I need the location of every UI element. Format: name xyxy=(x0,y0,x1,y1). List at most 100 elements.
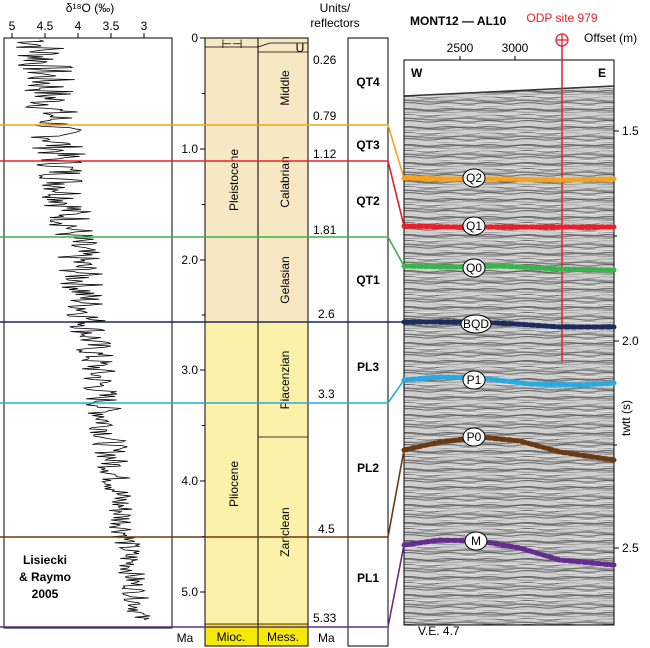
stage-mess-fill xyxy=(258,624,308,646)
reflector-q0-label: Q0 xyxy=(466,261,482,275)
east-label: E xyxy=(598,66,606,80)
seismic-panel: MONT12 — AL10 ODP site 979 2500 3000 Off… xyxy=(403,11,639,638)
age-ticks: 0 1.0 2.0 3.0 4.0 5.0 xyxy=(181,31,205,599)
stage-piacenzian-label: Piacenzian xyxy=(278,351,292,410)
reflector-q2-badge xyxy=(462,168,486,188)
offset-tick-2500: 2500 xyxy=(447,41,474,55)
credit-line-2: & Raymo xyxy=(19,570,71,584)
reflector-p1-line xyxy=(401,374,617,388)
seismic-title: MONT12 — AL10 xyxy=(410,14,507,28)
reflector-p0-label: P0 xyxy=(467,430,482,444)
holocene-bracket-icon: ⊢⊣ xyxy=(222,37,243,51)
isotope-tick-label: 3 xyxy=(141,19,148,33)
correlation-line-p0 xyxy=(0,449,405,538)
isotope-tick-label: 4.5 xyxy=(37,19,54,33)
epoch-miocene-fill xyxy=(205,624,258,646)
reflector-q2-label: Q2 xyxy=(466,171,482,185)
age-labels: 0.26 0.79 1.12 1.81 2.6 3.3 4.5 5.33 Ma xyxy=(313,53,337,645)
age-tick-label: 3.0 xyxy=(181,363,198,377)
seafloor-line xyxy=(403,85,615,97)
unit-qt4: QT4 xyxy=(356,75,380,89)
isotope-tick-label: 5 xyxy=(9,19,16,33)
correlation-line-q2 xyxy=(0,124,405,179)
stage-zanclean-label: Zanclean xyxy=(278,507,292,556)
isotope-bottom-ma: Ma xyxy=(177,631,194,645)
reflector-q2-line xyxy=(401,175,617,183)
age-label-3.3: 3.3 xyxy=(318,387,335,401)
isotope-curve xyxy=(16,39,151,620)
stage-middle-label: Middle xyxy=(278,70,292,106)
isotope-ticks: 5 4.5 4 3.5 3 xyxy=(9,19,148,38)
isotope-axis-title: δ¹⁸O (‰) xyxy=(66,1,114,15)
unit-qt1: QT1 xyxy=(356,273,380,287)
age-tick-label: 5.0 xyxy=(181,585,198,599)
upper-stage-mark: U xyxy=(296,41,305,55)
reflector-p0-badge xyxy=(462,427,486,447)
epoch-miocene-label: Mioc. xyxy=(217,630,246,644)
credit-line-3: 2005 xyxy=(32,587,59,601)
odp-site-icon xyxy=(555,33,569,47)
units-header-line-1: Units/ xyxy=(320,1,351,15)
reflector-q1-line xyxy=(401,223,617,230)
epoch-pliocene-label: Pliocene xyxy=(227,461,241,507)
unit-qt2: QT2 xyxy=(356,194,380,208)
epoch-pliocene-fill xyxy=(205,322,258,624)
units-header-line-2: reflectors xyxy=(310,16,359,30)
reflector-bqd-label: BQD xyxy=(463,317,489,331)
unit-pl3: PL3 xyxy=(357,360,379,374)
chrono-frame xyxy=(204,37,309,647)
reflector-horizons: Q2 Q1 Q0 BQD P1 P0 M xyxy=(401,168,617,568)
correlation-line-m xyxy=(0,544,405,628)
age-label-1.12: 1.12 xyxy=(313,147,337,161)
units-frame xyxy=(347,37,389,647)
chrono-panel: ⊢⊣ U Pleistocene Pliocene Mioc. Middle C… xyxy=(204,37,309,647)
isotope-panel: δ¹⁸O (‰) 5 4.5 4 3.5 3 Lisiecki & Raymo 2005… xyxy=(3,1,194,645)
west-label: W xyxy=(411,66,423,80)
reflector-q0-line xyxy=(401,263,617,273)
reflector-q1-badge xyxy=(462,216,486,236)
age-label-4.5: 4.5 xyxy=(318,522,335,536)
reflector-p1-badge xyxy=(462,370,486,390)
age-tick-label: 1.0 xyxy=(181,142,198,156)
offset-label: Offset (m) xyxy=(584,31,637,45)
twt-tick-label: 2.0 xyxy=(622,334,639,348)
isotope-tick-label: 4 xyxy=(75,19,82,33)
age-label-2.6: 2.6 xyxy=(318,307,335,321)
epoch-pleistocene-label: Pleistocene xyxy=(227,149,241,211)
seismic-frame xyxy=(403,59,615,626)
isotope-tick-label: 3.5 xyxy=(103,19,120,33)
correlation-line-q1 xyxy=(0,160,405,227)
unit-qt3: QT3 xyxy=(356,138,380,152)
stage-mess-label: Mess. xyxy=(267,630,299,644)
ve-label: V.E. 4.7 xyxy=(418,624,460,638)
reflector-q0-badge xyxy=(462,258,486,278)
reflector-p1-label: P1 xyxy=(467,373,482,387)
age-label-1.81: 1.81 xyxy=(313,223,337,237)
reflector-bqd-badge xyxy=(460,314,492,334)
reflector-p0-line xyxy=(401,434,617,463)
units-panel: Units/ reflectors QT4 QT3 QT2 QT1 PL3 PL… xyxy=(310,1,389,647)
twt-ticks: 1.5 2.0 2.5 xyxy=(614,124,639,555)
offset-tick-3000: 3000 xyxy=(502,41,529,55)
correlation-lines xyxy=(0,124,405,628)
stage-pliocene-fill xyxy=(258,322,308,624)
isotope-credit: Lisiecki & Raymo 2005 xyxy=(19,553,71,601)
reflector-m-label: M xyxy=(471,534,481,548)
reflector-bqd-line xyxy=(401,319,617,330)
stage-gelasian-label: Gelasian xyxy=(278,256,292,303)
twt-label: twtt (s) xyxy=(619,400,633,436)
age-bottom-ma: Ma xyxy=(318,631,335,645)
odp-site-label: ODP site 979 xyxy=(526,11,597,25)
stage-calabrian-label: Calabrian xyxy=(278,156,292,207)
reflector-m-line xyxy=(401,537,617,568)
credit-line-1: Lisiecki xyxy=(23,553,67,567)
unit-pl2: PL2 xyxy=(357,461,379,475)
age-label-5.33: 5.33 xyxy=(313,611,337,625)
age-tick-label: 4.0 xyxy=(181,474,198,488)
age-tick-label: 2.0 xyxy=(181,253,198,267)
age-tick-label: 0 xyxy=(191,31,198,45)
unit-pl1: PL1 xyxy=(357,571,379,585)
reflector-q1-label: Q1 xyxy=(466,219,482,233)
twt-tick-label: 2.5 xyxy=(622,541,639,555)
